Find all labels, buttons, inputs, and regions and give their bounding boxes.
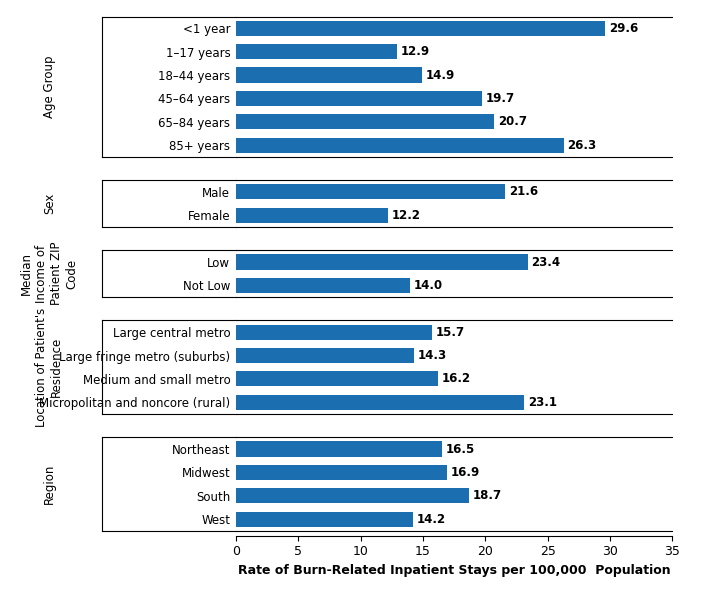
Bar (236, 184, 505, 199)
Text: Age Group: Age Group (43, 55, 56, 118)
Bar (236, 91, 482, 106)
Text: Region: Region (43, 464, 56, 504)
Bar (236, 488, 469, 503)
Text: Location of Patient's
Residence: Location of Patient's Residence (35, 308, 63, 427)
Text: 16.5: 16.5 (446, 443, 474, 456)
Bar (236, 67, 422, 83)
Text: 18.7: 18.7 (473, 489, 502, 502)
Bar (236, 324, 432, 340)
Bar (236, 114, 494, 129)
Bar (236, 512, 413, 527)
Bar (236, 441, 441, 456)
Text: Sex: Sex (43, 193, 56, 214)
Text: 14.3: 14.3 (418, 349, 447, 362)
Text: 23.4: 23.4 (532, 255, 560, 268)
Bar (236, 465, 446, 480)
Text: 26.3: 26.3 (567, 139, 597, 152)
Text: 29.6: 29.6 (609, 22, 638, 35)
Text: 19.7: 19.7 (485, 92, 515, 105)
Text: Median
Income of
Patient ZIP
Code: Median Income of Patient ZIP Code (20, 242, 78, 305)
Text: 14.9: 14.9 (425, 68, 455, 82)
Text: 12.9: 12.9 (401, 45, 429, 58)
Text: 16.9: 16.9 (451, 466, 479, 479)
Bar (236, 348, 414, 363)
Bar (236, 44, 397, 60)
Bar (236, 137, 564, 153)
Text: 12.2: 12.2 (391, 209, 421, 222)
Text: 23.1: 23.1 (528, 396, 557, 409)
Text: 14.2: 14.2 (417, 513, 446, 525)
Bar (236, 255, 528, 270)
Bar (236, 278, 410, 293)
Bar (236, 394, 524, 410)
Text: 14.0: 14.0 (414, 279, 444, 292)
X-axis label: Rate of Burn-Related Inpatient Stays per 100,000  Population: Rate of Burn-Related Inpatient Stays per… (238, 564, 670, 577)
Bar (236, 21, 605, 36)
Text: 20.7: 20.7 (498, 115, 527, 129)
Text: 21.6: 21.6 (509, 186, 538, 198)
Bar (236, 371, 438, 387)
Text: 15.7: 15.7 (435, 325, 465, 339)
Bar (236, 208, 388, 223)
Text: 16.2: 16.2 (441, 372, 471, 386)
